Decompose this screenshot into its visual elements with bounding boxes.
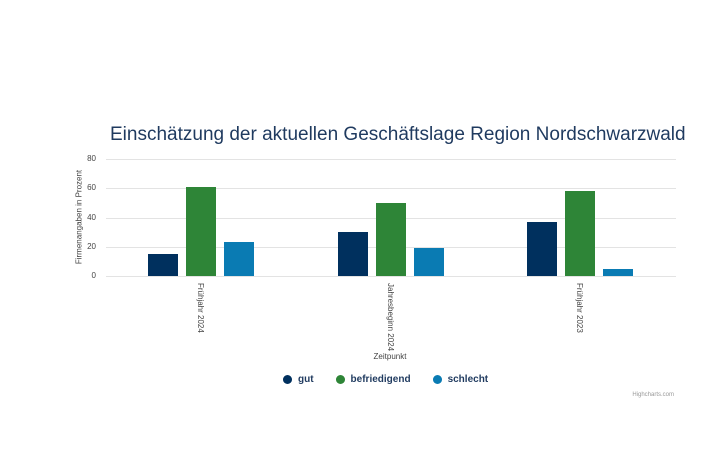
legend-item-gut[interactable]: gut — [283, 374, 314, 385]
y-tick-label: 60 — [87, 183, 96, 193]
y-tick-label: 40 — [87, 212, 96, 222]
legend: gut befriedigend schlecht — [283, 374, 488, 385]
y-tick-label: 20 — [87, 241, 96, 251]
bar-befriedigend[interactable] — [565, 191, 595, 276]
bar-gut[interactable] — [148, 254, 178, 276]
gridline — [106, 188, 676, 190]
gridline — [106, 276, 676, 277]
legend-label: befriedigend — [350, 374, 411, 385]
legend-label: gut — [298, 374, 314, 385]
legend-dot-icon — [283, 375, 292, 384]
y-tick-label: 0 — [91, 271, 96, 280]
bar-befriedigend[interactable] — [376, 202, 406, 276]
legend-dot-icon — [335, 375, 345, 384]
bar-schlecht[interactable] — [603, 268, 633, 276]
legend-dot-icon — [432, 375, 442, 384]
legend-item-schlecht[interactable]: schlecht — [432, 374, 489, 385]
bar-schlecht[interactable] — [224, 242, 254, 276]
x-tick-label: Frühjahr 2023 — [575, 283, 584, 333]
y-tick-label: 80 — [87, 154, 96, 163]
legend-item-befriedigend[interactable]: befriedigend — [335, 374, 411, 385]
credit-link[interactable]: Highcharts.com — [632, 392, 674, 398]
legend-label: schlecht — [447, 374, 489, 385]
bar-gut[interactable] — [527, 221, 557, 276]
x-tick-label: Frühjahr 2024 — [196, 283, 205, 333]
bar-schlecht[interactable] — [414, 248, 444, 276]
gridline — [106, 159, 676, 160]
bar-befriedigend[interactable] — [186, 186, 216, 276]
chart-title: Einschätzung der aktuellen Geschäftslage… — [110, 124, 686, 145]
x-tick-label: Jahresbeginn 2024 — [386, 283, 395, 352]
bar-gut[interactable] — [338, 232, 368, 276]
x-axis-label: Zeitpunkt — [373, 352, 407, 361]
